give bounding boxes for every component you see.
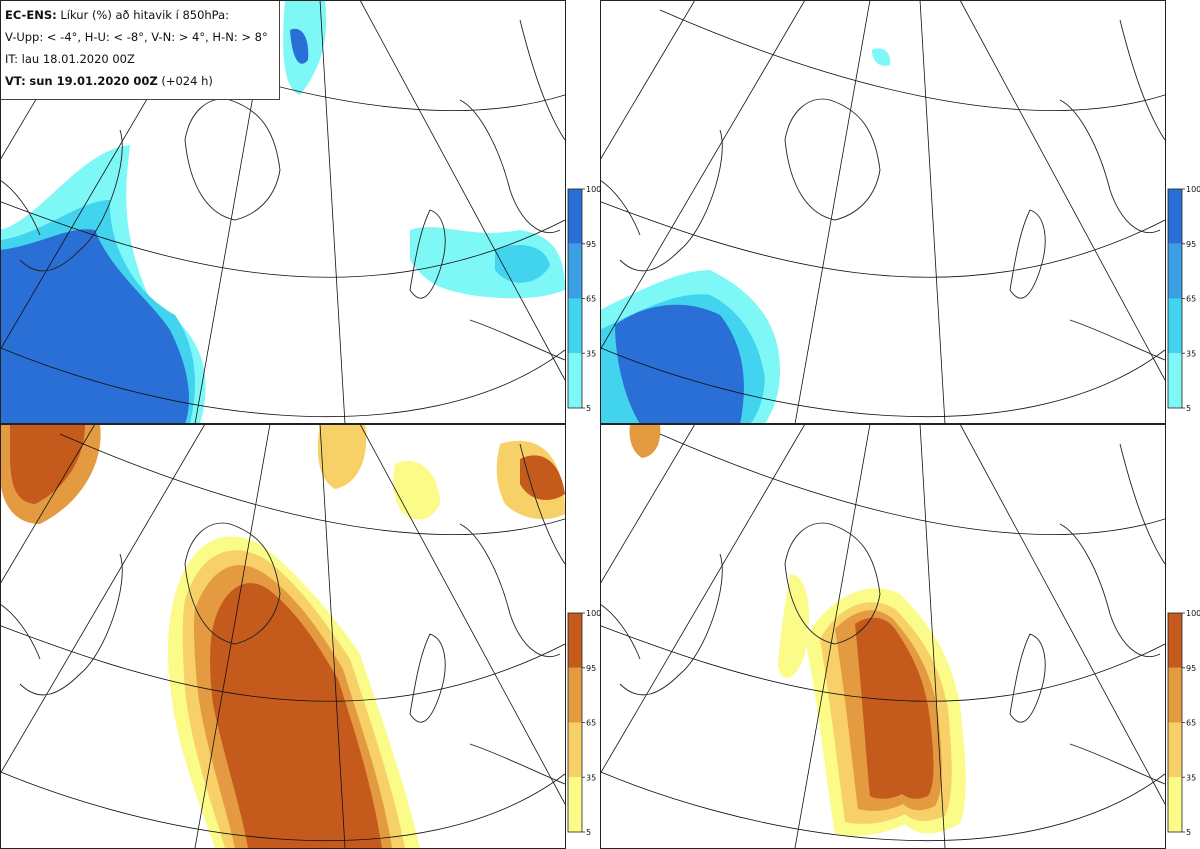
colorbar-segment	[1168, 722, 1182, 778]
colorbar-orange-bottom-right: 5 35 65 95 100	[1166, 609, 1200, 840]
probability-shading	[600, 48, 891, 424]
colorbar-segment	[1168, 189, 1182, 244]
prob-area-europe-core	[520, 455, 565, 500]
colorbar-segment	[568, 353, 582, 408]
map-panel-cold-4: EC-ENS: Líkur (%) að hitavik í 850hPa: V…	[0, 0, 565, 424]
prob-area-northwest-core	[10, 424, 85, 504]
colorbar-segment	[568, 722, 582, 778]
colorbar-label: 35	[1186, 773, 1196, 782]
map-info-box: EC-ENS: Líkur (%) að hitavik í 850hPa: V…	[0, 0, 280, 100]
map-warm-4	[0, 424, 565, 848]
coastlines	[0, 443, 565, 785]
coastlines	[0, 19, 565, 361]
prob-area-95	[0, 229, 190, 424]
colorbar-blue-top-right-svg: 5 35 65 95 100	[1167, 185, 1200, 413]
colorbar-segment	[568, 613, 582, 668]
colorbar-label: 95	[1186, 664, 1196, 673]
colorbar-label: 65	[1186, 719, 1196, 728]
title-text: Líkur (%) að hitavik í 850hPa:	[60, 8, 230, 22]
issue-time: IT: lau 18.01.2020 00Z	[5, 52, 135, 66]
colorbar-orange-bottom-left-svg: 5 35 65 95 100	[567, 609, 601, 837]
colorbar-label: 5	[586, 828, 591, 837]
probability-shading	[0, 424, 565, 848]
map-cold-8	[600, 0, 1165, 424]
colorbar-segment	[1168, 777, 1182, 832]
colorbar-segment	[568, 667, 582, 723]
colorbar-label: 95	[1186, 240, 1196, 249]
colorbar-segment	[1168, 667, 1182, 723]
colorbar-label: 5	[1186, 404, 1191, 413]
colorbar-segment	[1168, 243, 1182, 299]
prob-area-northwest	[629, 424, 661, 458]
colorbar-label: 95	[586, 664, 596, 673]
prob-area-north	[317, 424, 367, 489]
colorbar-label: 100	[1186, 610, 1200, 618]
colorbar-segment	[568, 243, 582, 299]
map-warm-8	[600, 424, 1165, 848]
colorbar-label: 35	[1186, 349, 1196, 358]
lead-time: (+024 h)	[161, 74, 213, 88]
model-name: EC-ENS:	[5, 8, 57, 22]
colorbar-segment	[1168, 353, 1182, 408]
coastlines	[600, 443, 1165, 785]
coastlines	[600, 19, 1165, 361]
colorbar-segment	[568, 777, 582, 832]
colorbar-segment	[1168, 613, 1182, 668]
colorbar-blue-top-right: 5 35 65 95 100	[1166, 185, 1200, 416]
prob-area-north-core	[290, 28, 309, 64]
colorbar-label: 5	[586, 404, 591, 413]
colorbar-label: 65	[586, 295, 596, 304]
prob-area-west	[778, 574, 810, 678]
prob-area-100	[210, 583, 382, 848]
colorbar-label: 100	[586, 610, 601, 618]
colorbar-label: 65	[1186, 295, 1196, 304]
colorbar-label: 5	[1186, 828, 1191, 837]
colorbar-blue-top-left-svg: 5 35 65 95 100	[567, 185, 601, 413]
valid-time-line: VT: sun 19.01.2020 00Z (+024 h)	[5, 70, 274, 92]
prob-area-europe-core	[495, 245, 550, 283]
graticule	[0, 424, 565, 848]
graticule	[600, 424, 1165, 848]
title-line: EC-ENS: Líkur (%) að hitavik í 850hPa:	[5, 4, 274, 26]
map-panel-cold-8	[600, 0, 1165, 424]
colorbar-label: 95	[586, 240, 596, 249]
colorbar-segment	[568, 189, 582, 244]
colorbar-segment	[1168, 298, 1182, 354]
valid-time: sun 19.01.2020 00Z	[29, 74, 158, 88]
valid-prefix: VT:	[5, 74, 26, 88]
colorbar-orange-bottom-left: 5 35 65 95 100	[566, 609, 602, 840]
thresholds-line: V-Upp: < -4°, H-U: < -8°, V-N: > 4°, H-N…	[5, 30, 268, 44]
probability-shading	[0, 0, 565, 424]
colorbar-orange-bottom-right-svg: 5 35 65 95 100	[1167, 609, 1200, 837]
prob-area-95	[615, 304, 744, 424]
colorbar-label: 100	[586, 186, 601, 194]
colorbar-label: 65	[586, 719, 596, 728]
prob-area-east	[393, 460, 440, 520]
colorbar-segment	[568, 298, 582, 354]
colorbar-label: 35	[586, 349, 596, 358]
colorbar-label: 35	[586, 773, 596, 782]
prob-area-100	[855, 617, 934, 799]
map-panel-warm-4	[0, 424, 565, 848]
probability-shading	[629, 424, 966, 836]
graticule	[600, 0, 1165, 424]
colorbar-blue-top-left: 5 35 65 95 100	[566, 185, 602, 416]
colorbar-label: 100	[1186, 186, 1200, 194]
map-panel-warm-8	[600, 424, 1165, 848]
prob-area-north	[872, 48, 891, 66]
